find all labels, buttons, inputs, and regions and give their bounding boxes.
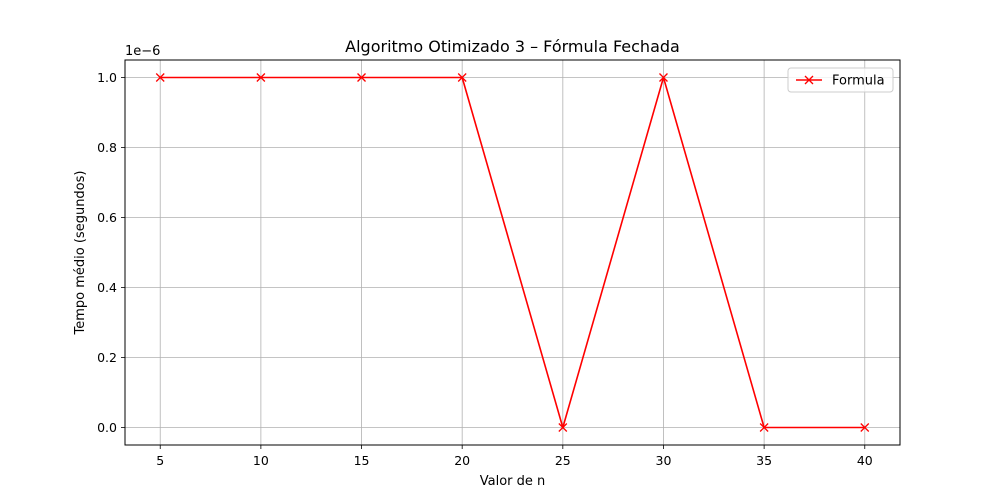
- data-point-marker: [860, 423, 870, 432]
- data-point-marker: [457, 73, 467, 82]
- axis-ticks: 5 10 15 20 25 30 35 40 0.0 0.2 0.4 0.6 0.8 1.0: [97, 70, 873, 468]
- y-axis-offset-label: 1e−6: [125, 44, 160, 59]
- plot-area-frame: [124, 59, 901, 446]
- grid-lines: [125, 60, 900, 445]
- x-axis-label: Valor de n: [480, 474, 546, 489]
- x-tick-label: 10: [253, 453, 269, 468]
- x-tick-label: 5: [156, 453, 164, 468]
- data-point-marker: [659, 73, 668, 82]
- series-line: [160, 76, 865, 429]
- y-tick-label: 1.0: [97, 70, 117, 85]
- x-tick-label: 25: [555, 453, 571, 468]
- x-tick-label: 35: [756, 453, 772, 468]
- y-tick-label: 0.2: [97, 350, 117, 365]
- legend: Formula: [787, 67, 894, 93]
- series-layer: [155, 73, 870, 432]
- y-tick-label: 0.6: [97, 210, 117, 225]
- data-point-marker: [155, 73, 165, 82]
- legend-box: [787, 67, 894, 93]
- x-tick-label: 40: [857, 453, 873, 468]
- x-tick-label: 30: [656, 453, 672, 468]
- x-tick-label: 20: [454, 453, 470, 468]
- y-tick-label: 0.4: [97, 280, 117, 295]
- data-point-marker: [357, 73, 366, 82]
- data-point-marker: [558, 423, 568, 432]
- y-tick-label: 0.8: [97, 140, 117, 155]
- x-tick-label: 15: [354, 453, 370, 468]
- chart-title: Algoritmo Otimizado 3 – Fórmula Fechada: [345, 37, 680, 56]
- y-axis-label: Tempo médio (segundos): [73, 171, 88, 336]
- legend-marker-sample: [804, 75, 814, 85]
- legend-label: Formula: [832, 74, 885, 89]
- data-point-marker: [256, 73, 266, 82]
- y-tick-label: 0.0: [97, 420, 117, 435]
- data-point-marker: [759, 423, 769, 432]
